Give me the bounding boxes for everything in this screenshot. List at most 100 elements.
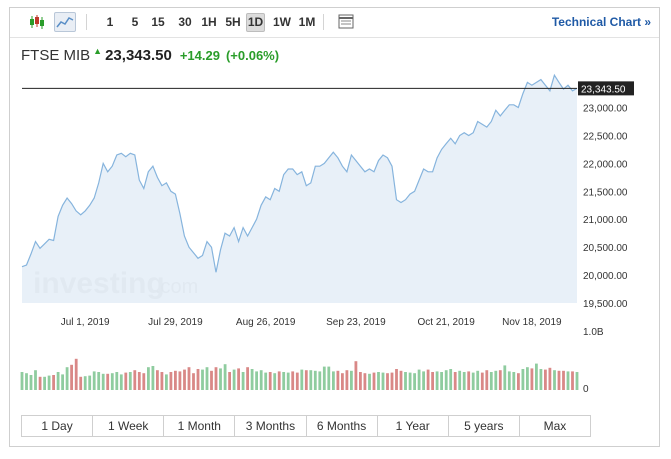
volume-bar <box>83 376 87 390</box>
current-price-tag <box>578 81 634 96</box>
volume-bar <box>52 375 55 390</box>
timeframe-button-1h[interactable]: 1H <box>201 15 217 29</box>
volume-bar <box>25 373 28 390</box>
volume-bar <box>575 372 579 390</box>
volume-bar <box>38 376 42 390</box>
x-tick-label: Nov 18, 2019 <box>502 317 562 328</box>
volume-bar <box>345 370 349 390</box>
volume-bar <box>291 371 295 390</box>
volume-bar <box>241 372 245 390</box>
volume-bar <box>110 373 114 390</box>
volume-bar <box>535 363 538 390</box>
x-tick-label: Jul 1, 2019 <box>61 317 110 328</box>
range-button-1-month[interactable]: 1 Month <box>164 416 236 436</box>
volume-bar <box>47 375 51 390</box>
volume-bar <box>133 370 137 390</box>
volume-bar <box>322 366 326 390</box>
volume-bar <box>426 369 430 390</box>
volume-max-label: 1.0B <box>583 327 604 338</box>
range-button-1-week[interactable]: 1 Week <box>93 416 165 436</box>
volume-bar <box>354 361 358 390</box>
volume-bar <box>404 372 407 390</box>
volume-bar <box>467 371 471 390</box>
volume-bar <box>295 372 299 390</box>
volume-bar <box>494 370 498 390</box>
volume-bar <box>101 373 105 390</box>
volume-bar <box>526 367 529 390</box>
volume-bar <box>165 374 168 390</box>
volume-bar <box>205 367 209 390</box>
volume-bar <box>147 367 150 390</box>
volume-bar <box>435 371 439 390</box>
volume-bar <box>61 374 64 390</box>
volume-bar <box>485 370 489 390</box>
volume-bar <box>350 370 353 390</box>
volume-bar <box>377 372 380 390</box>
area-chart-icon[interactable] <box>54 12 76 32</box>
volume-bar <box>277 371 281 390</box>
y-tick-label: 21,000.00 <box>583 215 628 226</box>
range-button-5-years[interactable]: 5 years <box>449 416 520 436</box>
volume-bar <box>363 373 367 390</box>
x-tick-label: Aug 26, 2019 <box>236 317 296 328</box>
volume-bar <box>417 369 421 390</box>
volume-bar <box>453 372 457 390</box>
volume-bar <box>43 376 46 390</box>
range-button-1-day[interactable]: 1 Day <box>22 416 94 436</box>
volume-bar <box>214 367 218 390</box>
range-button-6-months[interactable]: 6 Months <box>307 416 378 436</box>
timeframe-button-1w[interactable]: 1W <box>273 15 291 29</box>
volume-bar <box>544 369 547 390</box>
volume-bar <box>151 366 155 390</box>
volume-bar <box>29 375 33 390</box>
timeframe-button-5[interactable]: 5 <box>131 15 139 29</box>
volume-bar <box>70 364 73 390</box>
price-change: +14.29 <box>179 48 220 63</box>
timeframe-button-1[interactable]: 1 <box>106 15 114 29</box>
volume-bar <box>449 369 453 390</box>
volume-bar <box>553 370 556 390</box>
timeframe-button-15[interactable]: 15 <box>151 15 165 29</box>
toolbar-divider <box>323 14 324 30</box>
range-button-1-year[interactable]: 1 Year <box>378 416 449 436</box>
volume-bar <box>444 370 448 390</box>
volume-bar <box>413 373 416 390</box>
volume-bar <box>471 372 475 390</box>
volume-bar <box>223 364 227 390</box>
price-line <box>21 73 578 273</box>
volume-bar <box>458 370 462 390</box>
technical-chart-link[interactable]: Technical Chart » <box>551 15 651 29</box>
volume-bar <box>571 371 574 390</box>
quote-header: FTSE MIB ▲ 23,343.50 +14.29 (+0.06%) <box>21 46 279 67</box>
volume-bar <box>304 370 308 390</box>
candlestick-icon[interactable] <box>26 12 48 32</box>
volume-bar <box>395 369 398 390</box>
volume-bar <box>422 371 425 390</box>
volume-bar <box>74 358 78 390</box>
y-tick-label: 22,500.00 <box>583 131 628 142</box>
range-button-max[interactable]: Max <box>543 419 567 433</box>
volume-bar <box>65 367 69 390</box>
volume-bar <box>431 372 434 390</box>
volume-bar <box>282 372 286 390</box>
volume-bar <box>169 372 173 390</box>
timeframe-button-5h[interactable]: 5H <box>225 15 241 29</box>
volume-bar <box>286 372 290 390</box>
timeframe-button-1d[interactable]: 1D <box>246 13 265 32</box>
timeframe-button-30[interactable]: 30 <box>178 15 192 29</box>
volume-bar <box>507 371 511 390</box>
volume-bar <box>476 370 480 390</box>
volume-bar <box>408 372 412 390</box>
instrument-name: FTSE MIB <box>21 47 91 64</box>
volume-bar <box>128 372 132 390</box>
y-tick-label: 20,000.00 <box>583 271 628 282</box>
volume-bar <box>119 374 123 390</box>
timeframe-button-1m[interactable]: 1M <box>298 15 316 29</box>
range-button-3-months[interactable]: 3 Months <box>235 416 307 436</box>
volume-bar <box>264 372 268 390</box>
volume-bar <box>250 369 254 390</box>
up-arrow-icon: ▲ <box>93 46 103 56</box>
table-icon[interactable] <box>335 12 357 32</box>
volume-bar <box>368 373 371 390</box>
